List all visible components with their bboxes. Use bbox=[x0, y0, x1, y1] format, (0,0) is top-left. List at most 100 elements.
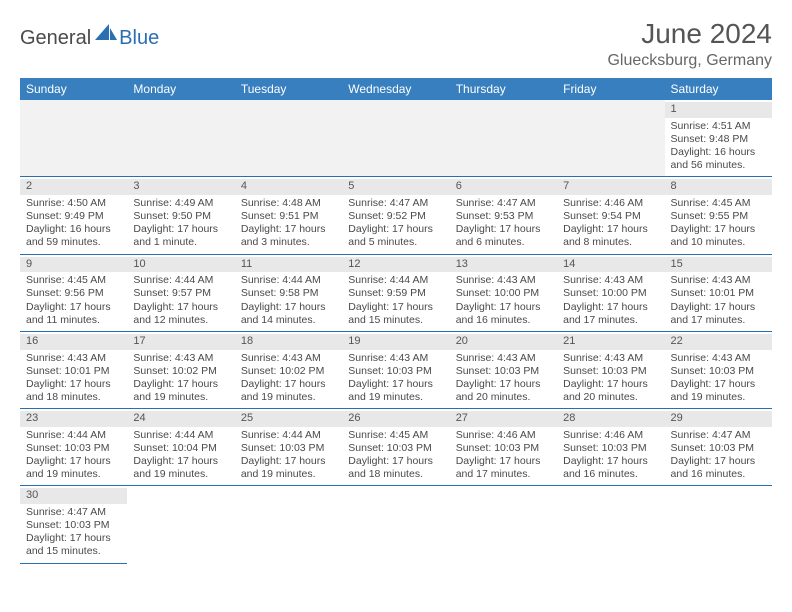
sunset-text: Sunset: 9:58 PM bbox=[241, 287, 336, 300]
sunrise-text: Sunrise: 4:43 AM bbox=[348, 352, 443, 365]
sunrise-text: Sunrise: 4:44 AM bbox=[348, 274, 443, 287]
sunrise-text: Sunrise: 4:51 AM bbox=[671, 120, 766, 133]
sunrise-text: Sunrise: 4:43 AM bbox=[456, 352, 551, 365]
sunset-text: Sunset: 10:03 PM bbox=[348, 365, 443, 378]
daylight-text: Daylight: 17 hours and 17 minutes. bbox=[563, 301, 658, 327]
calendar-cell: 24Sunrise: 4:44 AMSunset: 10:04 PMDaylig… bbox=[127, 409, 234, 486]
sunset-text: Sunset: 10:03 PM bbox=[563, 365, 658, 378]
sunset-text: Sunset: 9:59 PM bbox=[348, 287, 443, 300]
daylight-text: Daylight: 17 hours and 15 minutes. bbox=[26, 532, 121, 558]
daylight-text: Daylight: 17 hours and 19 minutes. bbox=[26, 455, 121, 481]
calendar-cell bbox=[235, 486, 342, 563]
calendar-cell: 9Sunrise: 4:45 AMSunset: 9:56 PMDaylight… bbox=[20, 254, 127, 331]
sunrise-text: Sunrise: 4:43 AM bbox=[133, 352, 228, 365]
daylight-text: Daylight: 17 hours and 19 minutes. bbox=[671, 378, 766, 404]
day-number: 16 bbox=[20, 334, 127, 350]
calendar-cell: 30Sunrise: 4:47 AMSunset: 10:03 PMDaylig… bbox=[20, 486, 127, 563]
calendar-cell bbox=[665, 486, 772, 563]
sunset-text: Sunset: 10:03 PM bbox=[456, 442, 551, 455]
calendar-cell bbox=[127, 486, 234, 563]
sunrise-text: Sunrise: 4:44 AM bbox=[241, 274, 336, 287]
calendar-cell: 29Sunrise: 4:47 AMSunset: 10:03 PMDaylig… bbox=[665, 409, 772, 486]
weekday-header: Friday bbox=[557, 78, 664, 100]
calendar-table: Sunday Monday Tuesday Wednesday Thursday… bbox=[20, 78, 772, 564]
daylight-text: Daylight: 17 hours and 17 minutes. bbox=[671, 301, 766, 327]
calendar-cell bbox=[450, 486, 557, 563]
page-title: June 2024 bbox=[607, 18, 772, 50]
day-number: 19 bbox=[342, 334, 449, 350]
sunset-text: Sunset: 9:57 PM bbox=[133, 287, 228, 300]
daylight-text: Daylight: 16 hours and 59 minutes. bbox=[26, 223, 121, 249]
sunset-text: Sunset: 9:51 PM bbox=[241, 210, 336, 223]
day-number: 17 bbox=[127, 334, 234, 350]
calendar-cell: 17Sunrise: 4:43 AMSunset: 10:02 PMDaylig… bbox=[127, 331, 234, 408]
sunrise-text: Sunrise: 4:47 AM bbox=[348, 197, 443, 210]
daylight-text: Daylight: 17 hours and 19 minutes. bbox=[133, 378, 228, 404]
logo: General Blue bbox=[20, 24, 159, 53]
sunset-text: Sunset: 9:55 PM bbox=[671, 210, 766, 223]
calendar-cell: 16Sunrise: 4:43 AMSunset: 10:01 PMDaylig… bbox=[20, 331, 127, 408]
daylight-text: Daylight: 16 hours and 56 minutes. bbox=[671, 146, 766, 172]
sunset-text: Sunset: 10:03 PM bbox=[563, 442, 658, 455]
daylight-text: Daylight: 17 hours and 16 minutes. bbox=[671, 455, 766, 481]
calendar-cell: 12Sunrise: 4:44 AMSunset: 9:59 PMDayligh… bbox=[342, 254, 449, 331]
calendar-cell: 2Sunrise: 4:50 AMSunset: 9:49 PMDaylight… bbox=[20, 177, 127, 254]
sunset-text: Sunset: 10:03 PM bbox=[26, 442, 121, 455]
calendar-cell: 4 Sunrise: 4:48 AMSunset: 9:51 PMDaylight… bbox=[235, 177, 342, 254]
sunrise-text: Sunrise: 4:47 AM bbox=[26, 506, 121, 519]
day-number: 15 bbox=[665, 257, 772, 273]
day-number: 5 bbox=[342, 179, 449, 195]
daylight-text: Daylight: 17 hours and 19 minutes. bbox=[241, 378, 336, 404]
sunset-text: Sunset: 10:00 PM bbox=[563, 287, 658, 300]
day-number: 1 bbox=[665, 102, 772, 118]
daylight-text: Daylight: 17 hours and 5 minutes. bbox=[348, 223, 443, 249]
sunset-text: Sunset: 9:54 PM bbox=[563, 210, 658, 223]
logo-text-blue: Blue bbox=[119, 27, 159, 50]
daylight-text: Daylight: 17 hours and 18 minutes. bbox=[348, 455, 443, 481]
day-number: 9 bbox=[20, 257, 127, 273]
day-number: 3 bbox=[127, 179, 234, 195]
weekday-header: Monday bbox=[127, 78, 234, 100]
daylight-text: Daylight: 17 hours and 11 minutes. bbox=[26, 301, 121, 327]
calendar-week-row: 2Sunrise: 4:50 AMSunset: 9:49 PMDaylight… bbox=[20, 177, 772, 254]
calendar-cell bbox=[342, 100, 449, 177]
daylight-text: Daylight: 17 hours and 10 minutes. bbox=[671, 223, 766, 249]
calendar-cell: 20Sunrise: 4:43 AMSunset: 10:03 PMDaylig… bbox=[450, 331, 557, 408]
sunrise-text: Sunrise: 4:49 AM bbox=[133, 197, 228, 210]
calendar-cell: 28Sunrise: 4:46 AMSunset: 10:03 PMDaylig… bbox=[557, 409, 664, 486]
sunrise-text: Sunrise: 4:45 AM bbox=[671, 197, 766, 210]
calendar-cell: 14Sunrise: 4:43 AMSunset: 10:00 PMDaylig… bbox=[557, 254, 664, 331]
daylight-text: Daylight: 17 hours and 3 minutes. bbox=[241, 223, 336, 249]
sunrise-text: Sunrise: 4:50 AM bbox=[26, 197, 121, 210]
day-number: 4 bbox=[235, 179, 342, 195]
sunrise-text: Sunrise: 4:48 AM bbox=[241, 197, 336, 210]
day-number: 27 bbox=[450, 411, 557, 427]
calendar-cell bbox=[20, 100, 127, 177]
day-number: 26 bbox=[342, 411, 449, 427]
sunrise-text: Sunrise: 4:45 AM bbox=[26, 274, 121, 287]
daylight-text: Daylight: 17 hours and 6 minutes. bbox=[456, 223, 551, 249]
sunset-text: Sunset: 10:03 PM bbox=[456, 365, 551, 378]
daylight-text: Daylight: 17 hours and 1 minute. bbox=[133, 223, 228, 249]
calendar-week-row: 30Sunrise: 4:47 AMSunset: 10:03 PMDaylig… bbox=[20, 486, 772, 563]
calendar-cell bbox=[450, 100, 557, 177]
sunrise-text: Sunrise: 4:44 AM bbox=[133, 429, 228, 442]
title-block: June 2024 Gluecksburg, Germany bbox=[607, 18, 772, 70]
calendar-week-row: 16Sunrise: 4:43 AMSunset: 10:01 PMDaylig… bbox=[20, 331, 772, 408]
weekday-header-row: Sunday Monday Tuesday Wednesday Thursday… bbox=[20, 78, 772, 100]
sunrise-text: Sunrise: 4:43 AM bbox=[563, 352, 658, 365]
day-number: 20 bbox=[450, 334, 557, 350]
day-number: 23 bbox=[20, 411, 127, 427]
sunrise-text: Sunrise: 4:44 AM bbox=[133, 274, 228, 287]
calendar-cell: 7Sunrise: 4:46 AMSunset: 9:54 PMDaylight… bbox=[557, 177, 664, 254]
calendar-cell: 10Sunrise: 4:44 AMSunset: 9:57 PMDayligh… bbox=[127, 254, 234, 331]
logo-text-dark: General bbox=[20, 27, 91, 50]
day-number: 6 bbox=[450, 179, 557, 195]
day-number: 21 bbox=[557, 334, 664, 350]
day-number: 10 bbox=[127, 257, 234, 273]
calendar-cell: 11Sunrise: 4:44 AMSunset: 9:58 PMDayligh… bbox=[235, 254, 342, 331]
daylight-text: Daylight: 17 hours and 19 minutes. bbox=[133, 455, 228, 481]
daylight-text: Daylight: 17 hours and 16 minutes. bbox=[456, 301, 551, 327]
calendar-cell: 18Sunrise: 4:43 AMSunset: 10:02 PMDaylig… bbox=[235, 331, 342, 408]
calendar-cell: 15Sunrise: 4:43 AMSunset: 10:01 PMDaylig… bbox=[665, 254, 772, 331]
